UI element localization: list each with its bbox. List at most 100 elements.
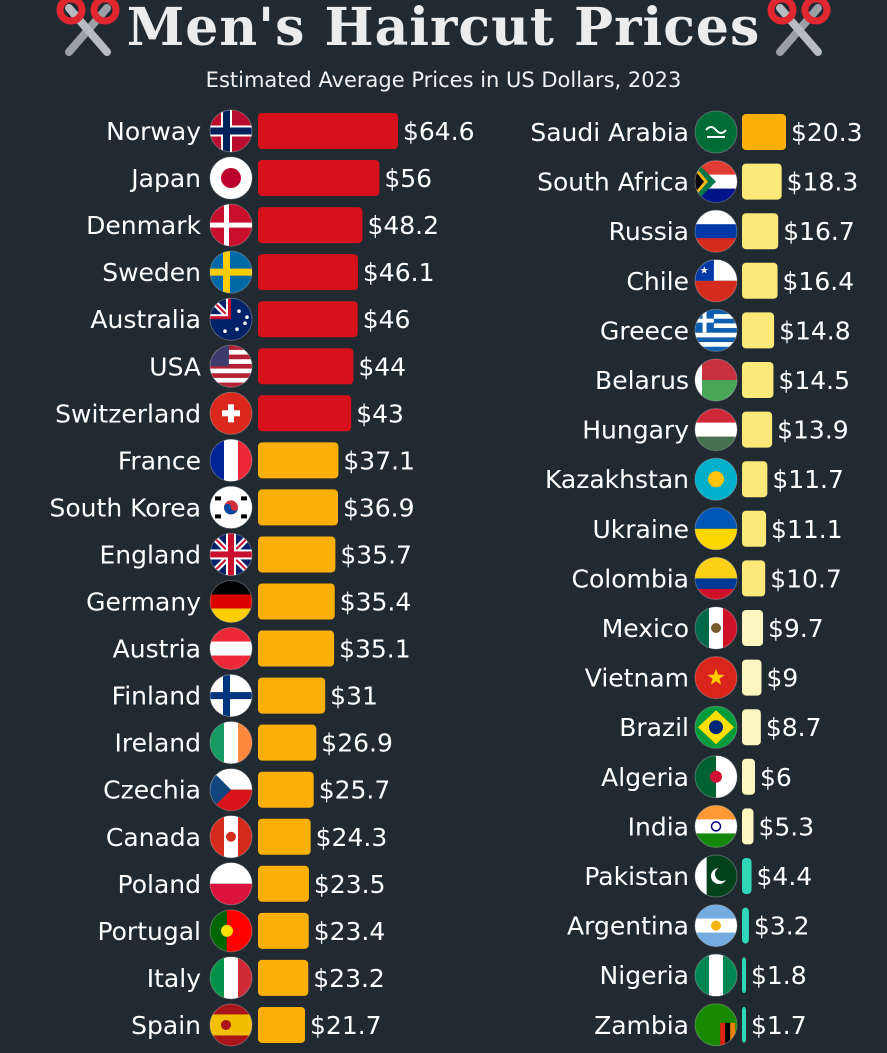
value-label: $35.7 xyxy=(340,540,412,569)
bar-france xyxy=(258,442,339,479)
bar-sweden xyxy=(258,254,358,291)
bar-switzerland xyxy=(258,395,352,432)
category-label: Hungary xyxy=(582,416,689,445)
value-label: $64.6 xyxy=(403,117,475,146)
belarus-flag-icon xyxy=(694,358,738,402)
category-label: USA xyxy=(149,352,201,381)
category-label: Denmark xyxy=(86,211,201,240)
category-label: South Korea xyxy=(50,493,201,522)
category-label: South Africa xyxy=(537,168,689,197)
france-flag-icon xyxy=(209,438,253,482)
value-label: $9.7 xyxy=(768,614,824,643)
poland-flag-icon xyxy=(209,862,253,906)
title-text: Men's Haircut Prices xyxy=(126,0,761,58)
value-label: $3.2 xyxy=(754,912,810,941)
category-label: Greece xyxy=(600,316,689,345)
category-label: Saudi Arabia xyxy=(530,118,689,147)
value-label: $11.7 xyxy=(772,465,844,494)
bar-italy xyxy=(258,959,309,996)
category-label: Italy xyxy=(147,964,201,993)
category-label: England xyxy=(100,540,202,569)
sweden-flag-icon xyxy=(209,250,253,294)
value-label: $20.3 xyxy=(791,118,863,147)
bar-pakistan xyxy=(742,858,752,894)
bar-germany xyxy=(258,583,335,620)
bar-argentina xyxy=(742,907,749,944)
czechia-flag-icon xyxy=(209,768,253,812)
category-label: Germany xyxy=(86,588,201,617)
value-label: $31 xyxy=(330,682,378,711)
england-flag-icon xyxy=(209,532,253,576)
value-label: $9 xyxy=(767,664,799,693)
value-label: $23.4 xyxy=(314,917,386,946)
category-label: Mexico xyxy=(602,614,689,643)
colombia-flag-icon xyxy=(694,556,738,600)
value-label: $10.7 xyxy=(770,564,842,593)
greece-flag-icon xyxy=(694,308,738,352)
value-label: $23.2 xyxy=(313,964,385,993)
bar-belarus xyxy=(742,362,774,398)
value-label: $56 xyxy=(384,164,432,193)
value-label: $6 xyxy=(760,763,792,792)
category-label: Belarus xyxy=(595,366,689,395)
value-label: $21.7 xyxy=(310,1011,382,1040)
bar-greece xyxy=(742,312,775,349)
brazil-flag-icon xyxy=(694,705,738,749)
value-label: $13.9 xyxy=(777,416,849,445)
pakistan-flag-icon xyxy=(694,854,738,898)
south-africa-flag-icon xyxy=(694,160,738,204)
bar-india xyxy=(742,808,754,845)
value-label: $8.7 xyxy=(766,713,822,742)
vietnam-flag-icon xyxy=(694,656,738,700)
bar-spain xyxy=(258,1006,306,1043)
bar-south-africa xyxy=(742,163,782,200)
value-label: $35.4 xyxy=(340,588,412,617)
zambia-flag-icon xyxy=(694,1003,738,1047)
value-label: $18.3 xyxy=(787,168,859,197)
bar-austria xyxy=(258,630,335,667)
usa-flag-icon xyxy=(209,344,253,388)
category-label: Czechia xyxy=(103,776,201,805)
value-label: $5.3 xyxy=(758,812,814,841)
value-label: $1.7 xyxy=(751,1011,807,1040)
category-label: Nigeria xyxy=(600,961,689,990)
value-label: $4.4 xyxy=(757,862,813,891)
category-label: Ukraine xyxy=(592,515,689,544)
category-label: Chile xyxy=(626,267,689,296)
scissors-icon xyxy=(56,0,120,56)
value-label: $24.3 xyxy=(316,823,388,852)
bar-hungary xyxy=(742,411,773,448)
bar-chile xyxy=(742,262,778,299)
category-label: Brazil xyxy=(619,713,689,742)
bar-mexico xyxy=(742,610,764,646)
india-flag-icon xyxy=(694,804,738,848)
value-label: $46.1 xyxy=(363,258,435,287)
chart-title: Men's Haircut Prices xyxy=(0,0,887,60)
category-label: Portugal xyxy=(97,917,201,946)
category-label: Austria xyxy=(113,635,201,664)
value-label: $48.2 xyxy=(367,211,439,240)
category-label: Kazakhstan xyxy=(545,465,689,494)
value-label: $26.9 xyxy=(321,729,393,758)
category-label: Japan xyxy=(129,164,201,193)
category-label: Canada xyxy=(106,823,201,852)
bar-kazakhstan xyxy=(742,461,768,498)
mexico-flag-icon xyxy=(694,606,738,650)
bar-ukraine xyxy=(742,510,767,547)
bar-nigeria xyxy=(742,957,746,994)
bar-brazil xyxy=(742,709,761,746)
argentina-flag-icon xyxy=(694,904,738,948)
bar-australia xyxy=(258,301,358,338)
value-label: $14.5 xyxy=(778,366,850,395)
bar-england xyxy=(258,536,336,573)
value-label: $46 xyxy=(363,305,411,334)
chart-subtitle: Estimated Average Prices in US Dollars, … xyxy=(205,68,682,92)
category-label: Zambia xyxy=(594,1011,689,1040)
value-label: $11.1 xyxy=(771,515,843,544)
category-label: India xyxy=(628,812,689,841)
japan-flag-icon xyxy=(209,156,253,200)
category-label: Pakistan xyxy=(584,862,689,891)
bar-japan xyxy=(258,160,380,197)
value-label: $25.7 xyxy=(319,776,391,805)
bar-south-korea xyxy=(258,489,338,526)
